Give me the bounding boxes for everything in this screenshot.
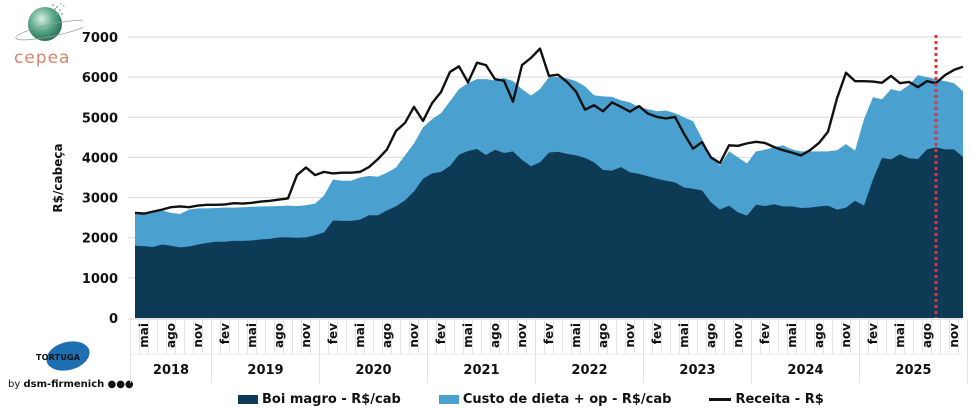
legend-label: Custo de dieta + op - R$/cab xyxy=(462,392,672,407)
y-tick-label-5000: 5000 xyxy=(82,111,118,126)
x-month-label: nov xyxy=(515,323,529,348)
tortuga-logo-text: TORTUGA xyxy=(36,353,81,362)
y-axis-label: R$/cabeça xyxy=(51,143,65,212)
x-year-label-2023: 2023 xyxy=(679,363,715,378)
byline-brand: dsm-firmenich xyxy=(23,379,105,390)
x-year-label-2018: 2018 xyxy=(153,363,189,378)
y-tick-label-7000: 7000 xyxy=(82,31,118,46)
receita-line-group xyxy=(134,47,964,215)
x-axis: mai ago nov fev mai ago nov fev mai ago nov fev mai a… xyxy=(128,318,968,383)
x-month-label: mai xyxy=(245,323,259,348)
x-month-label: ago xyxy=(704,323,718,348)
x-month-label: nov xyxy=(731,323,745,348)
x-month-label: fev xyxy=(326,323,340,344)
receita-line xyxy=(134,47,964,215)
byline-prefix: by xyxy=(8,379,21,390)
y-tick-label-0: 0 xyxy=(109,312,118,327)
tortuga-logo xyxy=(46,341,90,371)
x-month-label: ago xyxy=(488,323,502,348)
x-year-label-2019: 2019 xyxy=(247,363,283,378)
area-boi-magro xyxy=(135,147,963,318)
legend-label: Boi magro - R$/cab xyxy=(262,392,401,407)
x-month-label: mai xyxy=(893,323,907,348)
y-tick-label-1000: 1000 xyxy=(82,272,118,287)
legend-swatch-receita xyxy=(709,398,732,401)
x-month-label: ago xyxy=(920,323,934,348)
legend-swatch-custo-dieta xyxy=(438,395,459,404)
x-month-label: mai xyxy=(137,323,151,348)
x-month-label: nov xyxy=(191,323,205,348)
x-month-label: ago xyxy=(164,323,178,348)
x-year-label-2020: 2020 xyxy=(355,363,391,378)
legend-item-receita: Receita - R$ xyxy=(709,392,824,407)
x-month-label: nov xyxy=(623,323,637,348)
x-month-label: mai xyxy=(785,323,799,348)
legend-item-custo-dieta: Custo de dieta + op - R$/cab xyxy=(438,392,672,407)
areas xyxy=(135,75,963,318)
x-year-label-2025: 2025 xyxy=(895,363,931,378)
x-year-label-2021: 2021 xyxy=(463,363,499,378)
x-month-label: fev xyxy=(866,323,880,344)
x-month-label: ago xyxy=(812,323,826,348)
byline: by dsm-firmenich ●●● xyxy=(8,379,134,390)
x-month-label: mai xyxy=(569,323,583,348)
x-year-label-2022: 2022 xyxy=(571,363,607,378)
y-tick-label-2000: 2000 xyxy=(82,232,118,247)
cepea-logo-text: cepea xyxy=(14,48,71,68)
x-month-label: mai xyxy=(677,323,691,348)
x-month-label: ago xyxy=(380,323,394,348)
dots-icon: ●●● xyxy=(107,379,134,390)
x-year-label-2024: 2024 xyxy=(787,363,823,378)
y-tick-label-6000: 6000 xyxy=(82,71,118,86)
cepea-globe-logo xyxy=(15,3,83,41)
x-month-label: fev xyxy=(758,323,772,344)
x-month-label: nov xyxy=(947,323,961,348)
y-tick-label-4000: 4000 xyxy=(82,151,118,166)
legend-item-boi-magro: Boi magro - R$/cab xyxy=(238,392,401,407)
legend: Boi magro - R$/cab Custo de dieta + op -… xyxy=(238,392,824,407)
legend-swatch-boi-magro xyxy=(238,395,258,404)
x-month-label: mai xyxy=(461,323,475,348)
x-month-label: nov xyxy=(407,323,421,348)
x-month-label: nov xyxy=(299,323,313,348)
x-month-label: ago xyxy=(272,323,286,348)
x-month-label: fev xyxy=(542,323,556,344)
x-month-label: fev xyxy=(650,323,664,344)
legend-label: Receita - R$ xyxy=(735,392,824,407)
x-month-label: ago xyxy=(596,323,610,348)
x-month-label: nov xyxy=(839,323,853,348)
x-month-label: fev xyxy=(218,323,232,344)
y-tick-label-3000: 3000 xyxy=(82,192,118,207)
x-month-label: mai xyxy=(353,323,367,348)
y-axis-ticks: 0 1000 2000 3000 4000 5000 6000 7000 xyxy=(82,31,118,327)
x-month-label: fev xyxy=(434,323,448,344)
